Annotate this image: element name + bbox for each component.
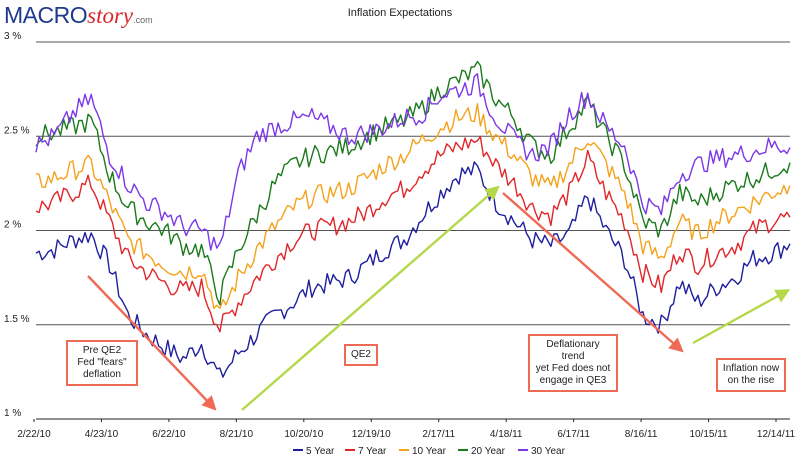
logo-macro: MACRO (4, 2, 88, 28)
series-line-10-year (35, 103, 791, 310)
axis-layer: 1 % 1.5 % 2 % 2.5 % 3 % 2/22/10 4/23/10 6/22/10… (4, 31, 796, 440)
series-line-20-year (35, 60, 791, 306)
legend-label: 10 Year (412, 446, 447, 457)
legend: 5 Year 7 Year 10 Year 20 Year 30 Year (293, 446, 566, 457)
legend-label: 5 Year (306, 446, 335, 457)
logo-story: story (87, 3, 134, 28)
y-tick-label: 2.5 % (4, 125, 30, 136)
x-tick-label: 6/17/11 (557, 429, 590, 440)
y-tick-label: 1.5 % (4, 314, 30, 325)
x-tick-label: 2/22/10 (17, 429, 51, 440)
series-line-7-year (35, 135, 791, 333)
arrow-inflation-rise (692, 289, 791, 345)
x-tick-label: 10/15/11 (689, 429, 728, 440)
x-tick-label: 10/20/10 (284, 429, 323, 440)
arrow-pre-qe2 (87, 275, 217, 411)
macrostory-logo: MACROstory.com (4, 2, 153, 32)
x-tick-label: 2/17/11 (422, 429, 455, 440)
y-tick-label: 2 % (4, 220, 21, 231)
chart-title: Inflation Expectations (347, 7, 453, 19)
x-tick-label: 8/16/11 (625, 429, 658, 440)
x-tick-label: 12/14/11 (757, 429, 796, 440)
x-tick-label: 4/18/11 (490, 429, 523, 440)
x-tick-label: 12/19/10 (352, 429, 391, 440)
annotation-deflationary-trend: Deflationary trend yet Fed does not enga… (528, 334, 618, 392)
x-tick-label: 4/23/10 (85, 429, 119, 440)
arrow-deflation (502, 192, 684, 353)
arrow-qe2 (241, 185, 500, 411)
series-line-30-year (35, 73, 791, 251)
legend-label: 7 Year (358, 446, 387, 457)
series-line-5-year (35, 161, 791, 378)
annotation-qe2: QE2 (344, 344, 378, 366)
logo-com: .com (133, 15, 153, 25)
x-tick-label: 8/21/10 (220, 429, 254, 440)
series-layer (35, 60, 791, 378)
legend-label: 30 Year (531, 446, 566, 457)
arrow-layer (87, 185, 791, 411)
legend-label: 20 Year (471, 446, 506, 457)
annotation-pre-qe2: Pre QE2 Fed "fears" deflation (66, 340, 138, 386)
y-tick-label: 3 % (4, 31, 21, 42)
x-tick-label: 6/22/10 (152, 429, 186, 440)
y-tick-label: 1 % (4, 408, 21, 419)
annotation-inflation-rise: Inflation now on the rise (716, 358, 786, 392)
